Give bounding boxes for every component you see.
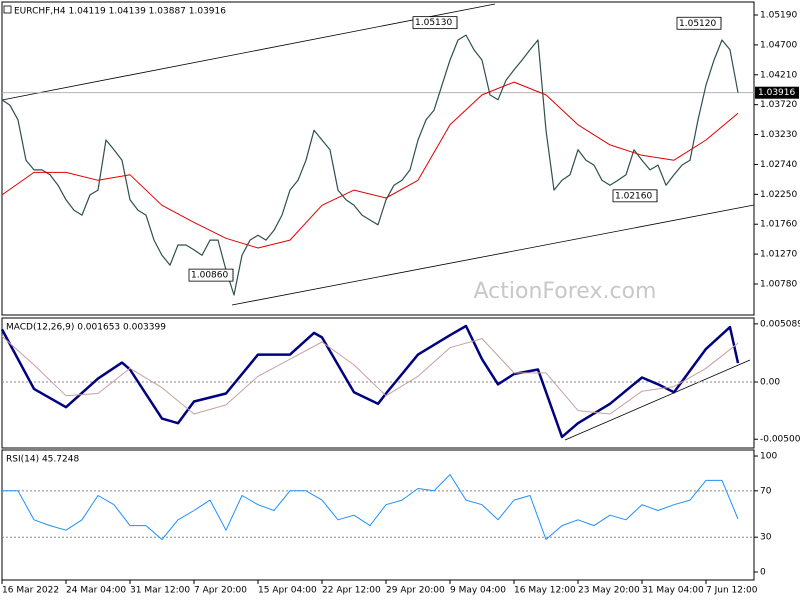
price-label: 1.02160 xyxy=(615,191,652,201)
x-tick-label: 31 Mar 12:00 xyxy=(130,586,190,596)
x-tick-label: 22 Apr 12:00 xyxy=(322,586,381,596)
title-icon xyxy=(3,5,12,14)
x-tick-label: 16 Mar 2022 xyxy=(2,586,59,596)
series-line xyxy=(1,335,739,415)
x-tick-label: 9 May 04:00 xyxy=(450,586,506,596)
x-tick-label: 7 Jun 12:00 xyxy=(706,586,758,596)
trend-line xyxy=(564,359,751,441)
y-tick-label: 1.04210 xyxy=(760,70,797,80)
x-tick-label: 16 May 12:00 xyxy=(514,586,576,596)
x-tick-label: 7 Apr 20:00 xyxy=(194,586,247,596)
y-tick-label: 1.03720 xyxy=(760,100,797,110)
y-tick-label: 0.005089 xyxy=(760,319,800,329)
last-price-box xyxy=(755,86,799,99)
y-tick-label: 1.03230 xyxy=(760,130,797,140)
price-label: 1.05120 xyxy=(679,19,716,29)
y-tick-label: 1.04700 xyxy=(760,40,797,50)
y-tick-label: 1.00780 xyxy=(760,280,797,290)
y-tick-label: 1.02250 xyxy=(760,190,797,200)
y-tick-label: 0.00 xyxy=(760,378,780,388)
panel-title: EURCHF,H4 1.04119 1.04139 1.03887 1.0391… xyxy=(14,7,226,17)
x-tick-label: 23 May 20:00 xyxy=(578,586,640,596)
series-line xyxy=(1,81,739,249)
panel-frame xyxy=(1,1,755,316)
x-tick-label: 29 Apr 20:00 xyxy=(386,586,445,596)
y-tick-label: 100 xyxy=(760,452,777,462)
price-label: 1.05130 xyxy=(415,18,452,28)
watermark: ActionForex.com xyxy=(474,279,657,304)
channel-line xyxy=(231,204,755,306)
series-line xyxy=(0,324,740,439)
last-price-label: 1.03916 xyxy=(758,88,795,98)
y-tick-label: 1.01270 xyxy=(760,250,797,260)
x-tick-label: 31 May 04:00 xyxy=(642,586,704,596)
panel-title: RSI(14) 45.7248 xyxy=(6,455,79,465)
y-tick-label: 1.05190 xyxy=(760,10,797,20)
y-tick-label: -0.005002 xyxy=(760,435,800,445)
panel-title: MACD(12,26,9) 0.001653 0.003399 xyxy=(6,323,166,333)
x-tick-label: 24 Mar 04:00 xyxy=(66,586,126,596)
y-tick-label: 1.01760 xyxy=(760,220,797,230)
y-tick-label: 70 xyxy=(760,486,772,496)
panel-frame xyxy=(1,317,755,449)
y-tick-label: 30 xyxy=(760,533,772,543)
y-tick-label: 0 xyxy=(760,567,766,577)
y-tick-label: 1.02740 xyxy=(760,160,797,170)
series-line xyxy=(2,474,739,540)
price-label: 1.00860 xyxy=(191,271,228,281)
series-line xyxy=(1,34,739,296)
x-tick-label: 15 Apr 04:00 xyxy=(258,586,317,596)
